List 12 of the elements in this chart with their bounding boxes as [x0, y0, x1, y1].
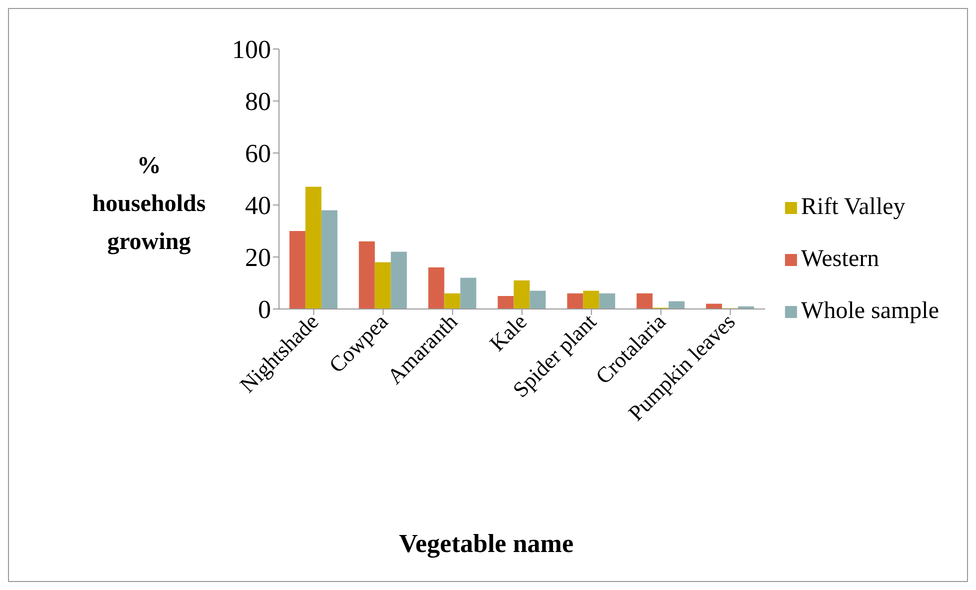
y-tick-label: 40 [245, 191, 271, 220]
legend-label: Whole sample [801, 298, 939, 324]
x-tick-label: Kale [484, 308, 532, 356]
y-axis-title: % households growing [91, 152, 207, 257]
y-tick-label: 20 [245, 243, 271, 272]
y-tick-label: 100 [232, 35, 271, 64]
x-axis-title: Vegetable name [399, 529, 574, 559]
y-tick-label: 80 [245, 87, 271, 116]
legend-label: Rift Valley [801, 194, 906, 220]
y-tick-label: 0 [258, 295, 271, 324]
y-tick-label: 60 [245, 139, 271, 168]
legend-label: Western [801, 246, 880, 272]
